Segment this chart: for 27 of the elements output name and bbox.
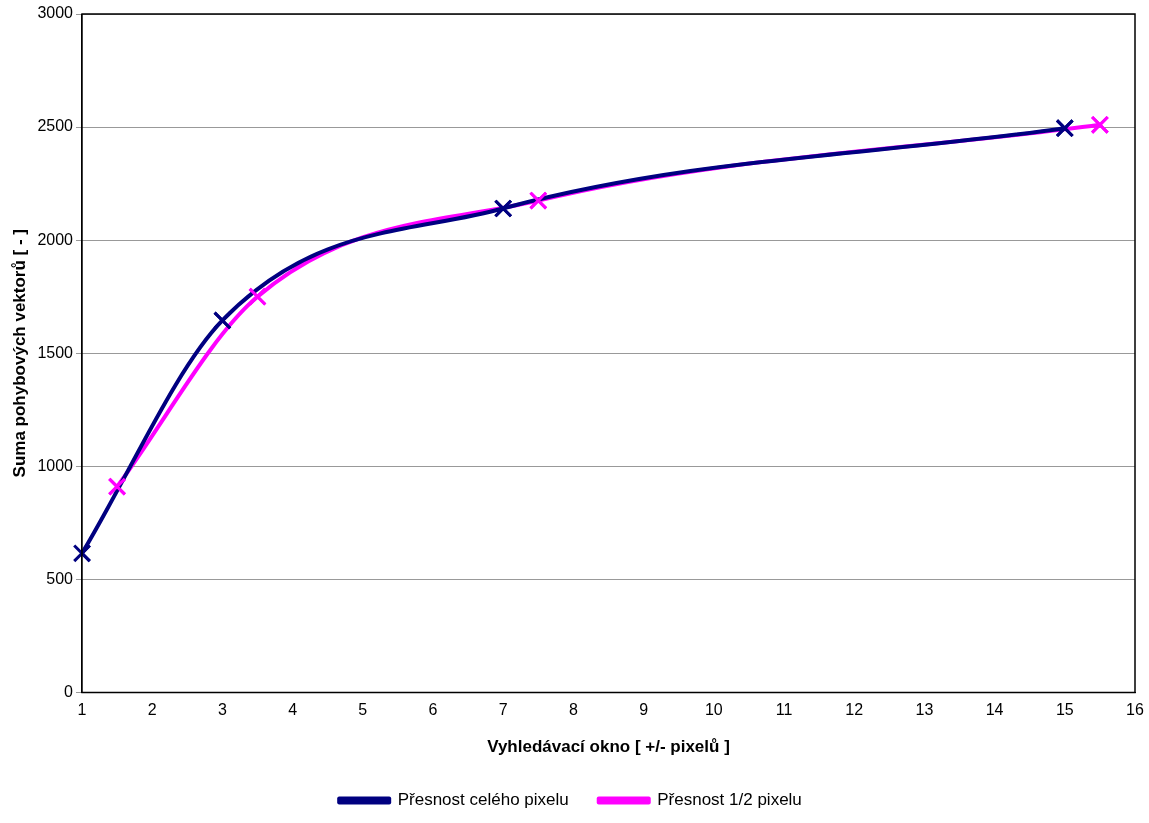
x-tick-label: 1 xyxy=(77,701,87,719)
y-tick-label: 3000 xyxy=(37,4,74,22)
y-tick-label: 500 xyxy=(46,569,74,587)
x-tick-label: 8 xyxy=(568,701,578,719)
y-axis-title: Suma pohybových vektorů [ - ] xyxy=(9,228,29,478)
x-tick-label: 7 xyxy=(498,701,508,719)
x-tick-label: 3 xyxy=(217,701,227,719)
x-tick-label: 11 xyxy=(775,701,793,719)
y-tick-label: 1500 xyxy=(37,343,74,361)
x-tick-label: 12 xyxy=(845,701,864,719)
legend-label: Přesnost 1/2 pixelu xyxy=(657,790,802,810)
x-tick-label: 15 xyxy=(1055,701,1074,719)
y-tick-label: 2000 xyxy=(37,230,74,248)
y-tick-label: 1000 xyxy=(37,456,74,474)
x-tick-label: 2 xyxy=(147,701,157,719)
x-tick-label: 14 xyxy=(985,701,1004,719)
x-tick-label: 4 xyxy=(288,701,298,719)
x-tick-label: 5 xyxy=(358,701,368,719)
y-tick-label: 0 xyxy=(64,682,74,700)
x-tick-label: 6 xyxy=(428,701,438,719)
x-tick-label: 16 xyxy=(1126,701,1144,719)
x-tick-label: 13 xyxy=(915,701,934,719)
x-tick-label: 10 xyxy=(704,701,723,719)
x-tick-label: 9 xyxy=(639,701,649,719)
legend-label: Přesnost celého pixelu xyxy=(397,790,569,810)
y-tick-label: 2500 xyxy=(37,117,74,135)
x-axis-title: Vyhledávací okno [ +/- pixelů ] xyxy=(487,737,730,757)
